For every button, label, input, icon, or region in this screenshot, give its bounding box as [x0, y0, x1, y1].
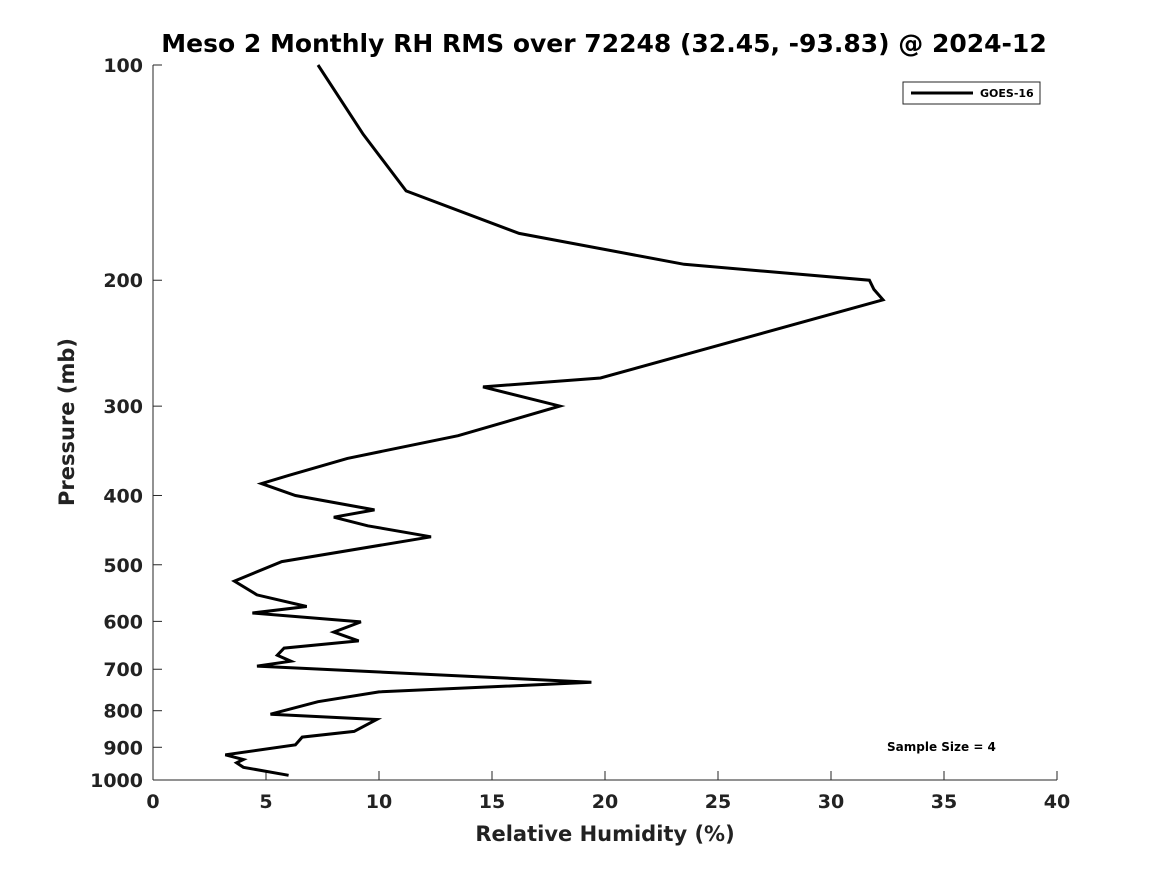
y-tick-label: 500	[103, 555, 143, 577]
x-axis-label: Relative Humidity (%)	[475, 822, 734, 846]
y-tick-label: 700	[103, 659, 143, 681]
x-tick-label: 30	[818, 791, 844, 813]
sample-size-annotation: Sample Size = 4	[887, 740, 996, 754]
axes-box	[152, 65, 1057, 781]
y-axis-label: Pressure (mb)	[55, 338, 79, 506]
y-tick-label: 400	[103, 485, 143, 507]
x-tick-label: 15	[479, 791, 505, 813]
x-tick-label: 35	[931, 791, 957, 813]
y-tick-label: 100	[103, 55, 143, 77]
series-layer	[224, 64, 886, 777]
legend: GOES-16	[902, 81, 1041, 105]
x-axis-ticks: 0 5 10 15 20 25 30 35 40	[146, 771, 1070, 813]
legend-label-goes-16: GOES-16	[980, 87, 1034, 100]
y-tick-label: 200	[103, 270, 143, 292]
y-tick-label: 600	[103, 611, 143, 633]
y-axis-ticks: 100 200 300 400 500 600 700 800 900 1000	[90, 55, 162, 792]
x-tick-label: 5	[259, 791, 272, 813]
y-tick-label: 300	[103, 396, 143, 418]
chart-title: Meso 2 Monthly RH RMS over 72248 (32.45,…	[161, 29, 1046, 58]
series-line-goes-16	[224, 64, 886, 777]
x-tick-label: 10	[366, 791, 392, 813]
x-tick-label: 40	[1044, 791, 1070, 813]
y-tick-label: 800	[103, 701, 143, 723]
y-tick-label: 1000	[90, 770, 143, 792]
x-tick-label: 0	[146, 791, 159, 813]
x-tick-label: 20	[592, 791, 618, 813]
y-tick-label: 900	[103, 737, 143, 759]
plot-area	[153, 65, 1057, 780]
x-tick-label: 25	[705, 791, 731, 813]
